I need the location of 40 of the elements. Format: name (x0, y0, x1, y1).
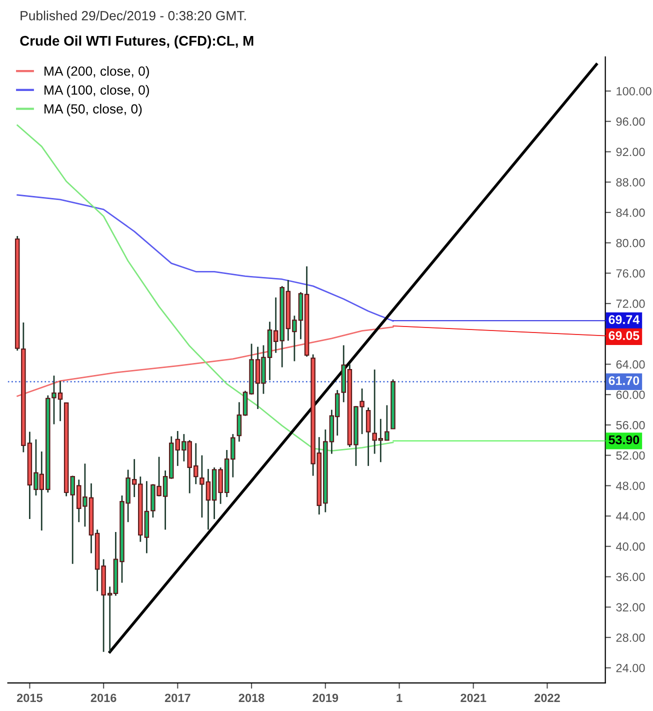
x-tick-label: 1 (396, 694, 402, 702)
ref-line-label: 61.70 (608, 376, 640, 386)
line-series (16, 124, 394, 452)
annotation: 69.05 (608, 331, 640, 340)
x-tick-label: 2017 (164, 694, 190, 702)
y-tick-label: 60.00 (616, 390, 645, 399)
y-tick-label: 56.00 (616, 420, 645, 430)
x-tick-label: 2022 (534, 694, 560, 702)
y-tick-label: 32.00 (616, 603, 645, 612)
x-tick-label: 2021 (460, 694, 486, 702)
chart-title: Crude Oil WTI Futures, (CFD):CL, M (20, 36, 254, 48)
y-tick-label: 40.00 (616, 542, 645, 551)
y-tick-label: 92.00 (616, 148, 645, 156)
x-tick-label: 2019 (312, 694, 338, 702)
y-tick-label: 48.00 (616, 482, 645, 490)
y-tick-label: 100.00 (616, 87, 652, 96)
text: Published 29/Dec/2019 - 0:38:20 GMT. (20, 10, 246, 20)
y-tick-label: 64.00 (616, 360, 645, 369)
y-tick-label: 52.00 (616, 451, 645, 460)
legend-label: MA (100, close, 0) (44, 85, 149, 98)
line-series (16, 326, 394, 397)
y-tick-label: 96.00 (616, 117, 645, 126)
y-tick-label: 44.00 (616, 512, 645, 520)
y-tick-label: 80.00 (616, 238, 645, 248)
legend-label: MA (200, close, 0) (44, 66, 149, 78)
y-tick-label: 36.00 (616, 572, 645, 582)
annotation: 53.90 (608, 435, 640, 444)
y-tick-label: 24.00 (616, 664, 645, 672)
x-tick-label: 2015 (16, 694, 42, 702)
y-tick-label: 76.00 (616, 269, 645, 278)
x-tick-label: 2018 (238, 694, 264, 702)
candlestick (366, 406, 371, 467)
y-tick-label: 84.00 (616, 208, 645, 217)
y-tick-label: 28.00 (616, 633, 645, 642)
legend-label: MA (50, close, 0) (44, 104, 142, 116)
y-tick-label: 72.00 (616, 300, 645, 308)
line-series (16, 194, 394, 322)
x-tick-label: 2016 (90, 694, 116, 702)
y-tick-label: 88.00 (616, 178, 645, 186)
annotation: 69.74 (608, 315, 640, 324)
